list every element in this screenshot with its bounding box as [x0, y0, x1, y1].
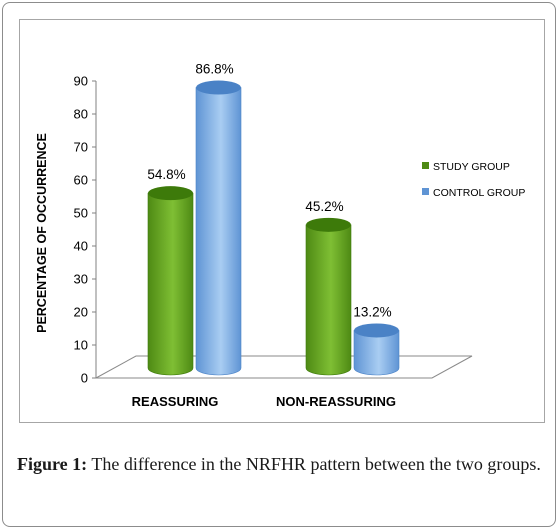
- data-label: 54.8%: [147, 167, 185, 182]
- study-bar-reassuring-top: [148, 186, 193, 201]
- y-tick-label: 70: [74, 140, 88, 155]
- x-tick-label: NON-REASSURING: [276, 394, 396, 409]
- y-tick-label: 90: [74, 74, 88, 89]
- legend-label-control: CONTROL GROUP: [433, 187, 525, 199]
- data-label: 86.8%: [195, 62, 233, 77]
- y-tick-label: 50: [74, 206, 88, 221]
- data-label: 45.2%: [305, 199, 343, 214]
- legend-label-study: STUDY GROUP: [433, 161, 510, 173]
- figure-frame: 0 10 20 30 40 50 60 70 80 90 REASSURING NON-REASSU…: [2, 2, 556, 527]
- control-bar-non-reassuring: [353, 330, 400, 376]
- y-axis-label: PERCENTAGE OF OCCURRENCE: [35, 133, 49, 333]
- study-bar-reassuring: [147, 192, 194, 376]
- bar-chart: 0 10 20 30 40 50 60 70 80 90 REASSURING NON-REASSU…: [35, 62, 525, 409]
- caption-text: The difference in the NRFHR pattern betw…: [87, 454, 541, 474]
- chart-area: 0 10 20 30 40 50 60 70 80 90 REASSURING NON-REASSU…: [19, 19, 545, 423]
- caption-label: Figure 1:: [17, 454, 88, 474]
- x-tick-label: REASSURING: [132, 394, 219, 409]
- y-tick-label: 30: [74, 272, 88, 287]
- y-tick-label: 10: [74, 338, 88, 353]
- y-tick-label: 80: [74, 107, 88, 122]
- control-bar-reassuring-top: [196, 80, 241, 95]
- legend-swatch-study: [422, 162, 429, 169]
- study-bar-non-reassuring: [305, 224, 352, 376]
- control-bar-reassuring: [195, 87, 242, 376]
- y-tick-label: 60: [74, 173, 88, 188]
- y-tick-label: 20: [74, 305, 88, 320]
- legend-swatch-control: [422, 188, 429, 195]
- figure-caption: Figure 1: The difference in the NRFHR pa…: [17, 451, 549, 478]
- data-label: 13.2%: [353, 304, 391, 319]
- control-bar-non-reassuring-top: [354, 323, 399, 338]
- y-tick-label: 40: [74, 239, 88, 254]
- study-bar-non-reassuring-top: [306, 217, 351, 232]
- y-tick-label: 0: [81, 371, 88, 386]
